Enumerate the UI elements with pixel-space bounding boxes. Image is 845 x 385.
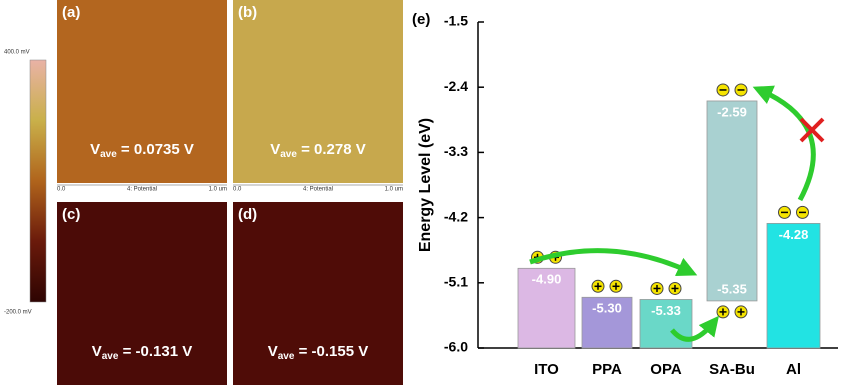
colorbar-min: -200.0 mV [4,310,32,316]
scale-end: 1.0 um [209,187,227,193]
panel-label: (d) [238,206,257,223]
y-tick-label: -6.0 [444,339,468,355]
level-label: -4.28 [779,227,809,242]
v-subscript: ave [100,149,117,160]
colorbar-max: 400.0 mV [4,50,30,56]
x-tick-label: ITO [534,361,559,378]
panel-label: (a) [62,4,80,21]
y-axis-label: Energy Level (eV) [417,118,434,252]
v-value: = 0.278 V [297,141,366,158]
level-label: -2.59 [717,104,747,119]
v-symbol: V [270,141,280,158]
v-symbol: V [92,343,102,360]
level-label: -4.90 [532,272,562,287]
scale-start: 0.0 [57,187,66,193]
level-label: -5.30 [592,301,622,316]
scale-name: 4: Potential [127,187,157,193]
y-tick-label: -5.1 [444,274,468,290]
colorbar [30,60,46,302]
v-value: = -0.155 V [294,343,368,360]
y-tick-label: -1.5 [444,13,468,29]
panel-label: (b) [238,4,257,21]
level-label: -5.33 [651,303,681,318]
y-tick-label: -3.3 [444,143,468,159]
v-subscript: ave [278,351,295,362]
v-value: = 0.0735 V [117,141,194,158]
v-subscript: ave [102,351,119,362]
panel-label: (c) [62,206,80,223]
v-symbol: V [268,343,278,360]
x-tick-label: PPA [592,361,622,378]
v-subscript: ave [280,149,297,160]
v-value: = -0.131 V [118,343,192,360]
x-tick-label: SA-Bu [709,361,755,378]
v-symbol: V [90,141,100,158]
figure: 400.0 mV -200.0 mV (a) Vave = 0.0735 V 0.0… [0,0,845,385]
panel-label: (e) [412,11,430,28]
scale-start: 0.0 [233,187,242,193]
y-tick-label: -4.2 [444,208,468,224]
x-tick-label: Al [786,361,801,378]
energy-bar [707,101,757,301]
energy-bar [767,223,820,348]
x-tick-label: OPA [650,361,682,378]
y-tick-label: -2.4 [444,78,468,94]
scale-end: 1.0 um [385,187,403,193]
level-label: -5.35 [717,281,747,296]
scale-name: 4: Potential [303,187,333,193]
